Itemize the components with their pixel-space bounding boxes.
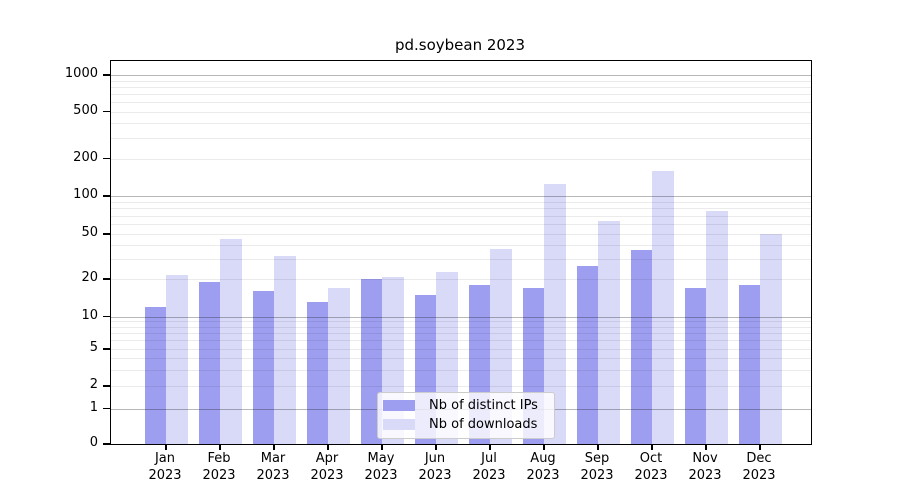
x-tick-label: Oct 2023 — [634, 451, 668, 483]
legend-swatch-downloads — [383, 419, 415, 430]
x-tick-label: Jul 2023 — [472, 451, 506, 483]
x-tick-mark — [219, 444, 221, 450]
x-tick-label: Feb 2023 — [202, 451, 236, 483]
y-tick-mark — [103, 315, 110, 317]
y-tick-label: 10 — [81, 307, 98, 323]
bar-downloads-sep — [598, 221, 620, 444]
bar-distinct-ips-oct — [630, 250, 652, 444]
bar-distinct-ips-nov — [684, 288, 706, 444]
chart-title: pd.soybean 2023 — [394, 36, 526, 54]
x-tick-label: Sep 2023 — [580, 451, 614, 483]
x-tick-label: Aug 2023 — [526, 451, 560, 483]
gridline — [111, 208, 811, 210]
x-tick-mark — [435, 444, 437, 450]
bar-distinct-ips-may — [360, 279, 382, 444]
gridline — [111, 196, 811, 198]
gridline — [111, 111, 811, 113]
y-tick-label: 50 — [81, 225, 98, 240]
legend-swatch-distinct-ips — [383, 400, 415, 411]
y-tick-label: 200 — [73, 149, 98, 165]
bar-distinct-ips-mar — [252, 291, 274, 444]
y-tick-label: 20 — [81, 270, 98, 286]
y-tick-mark — [103, 233, 110, 235]
y-tick-label: 100 — [73, 187, 98, 203]
y-tick-mark — [103, 195, 110, 197]
y-tick-label: 5 — [89, 340, 98, 355]
bar-downloads-apr — [328, 288, 350, 444]
gridline — [111, 101, 811, 103]
bar-distinct-ips-apr — [306, 302, 328, 444]
y-tick-label: 2 — [89, 377, 98, 392]
legend-label-downloads: Nb of downloads — [429, 417, 538, 432]
x-tick-label: Jan 2023 — [148, 451, 182, 483]
y-tick-mark — [103, 348, 110, 350]
gridline — [111, 122, 811, 124]
bar-downloads-oct — [652, 170, 674, 444]
y-tick-mark — [103, 278, 110, 280]
legend-label-distinct-ips: Nb of distinct IPs — [429, 398, 538, 413]
y-tick-label: 500 — [73, 102, 98, 118]
x-tick-mark — [705, 444, 707, 450]
bar-downloads-aug — [544, 184, 566, 444]
y-tick-mark — [103, 443, 110, 445]
gridline — [111, 86, 811, 88]
legend-item-distinct-ips: Nb of distinct IPs — [383, 398, 546, 413]
x-tick-label: Nov 2023 — [688, 451, 722, 483]
gridline — [111, 75, 811, 76]
x-tick-mark — [651, 444, 653, 450]
bar-distinct-ips-dec — [738, 284, 760, 444]
gridline — [111, 202, 811, 204]
x-tick-mark — [597, 444, 599, 450]
x-tick-mark — [489, 444, 491, 450]
y-tick-label: 0 — [89, 435, 98, 450]
x-tick-mark — [327, 444, 329, 450]
x-tick-label: Apr 2023 — [310, 451, 344, 483]
gridline — [111, 93, 811, 95]
x-tick-mark — [381, 444, 383, 450]
y-tick-mark — [103, 74, 110, 76]
x-tick-label: May 2023 — [364, 451, 398, 483]
bar-downloads-dec — [760, 234, 782, 444]
y-tick-mark — [103, 407, 110, 409]
bar-distinct-ips-sep — [576, 266, 598, 444]
x-tick-label: Mar 2023 — [256, 451, 290, 483]
x-tick-label: Dec 2023 — [742, 451, 776, 483]
legend-item-downloads: Nb of downloads — [383, 417, 546, 432]
bar-downloads-mar — [274, 256, 296, 444]
x-tick-mark — [273, 444, 275, 450]
legend: Nb of distinct IPs Nb of downloads — [377, 392, 555, 439]
y-tick-label: 1 — [89, 399, 98, 415]
plot-area: Nb of distinct IPs Nb of downloads — [110, 60, 812, 445]
bar-downloads-feb — [220, 239, 242, 444]
x-tick-mark — [759, 444, 761, 450]
gridline — [111, 80, 811, 82]
bar-downloads-jan — [166, 274, 188, 444]
bar-distinct-ips-feb — [198, 282, 220, 444]
gridline — [111, 137, 811, 139]
y-tick-mark — [103, 157, 110, 160]
y-tick-label: 1000 — [64, 66, 98, 81]
y-tick-mark — [103, 385, 110, 387]
x-tick-mark — [543, 444, 545, 450]
y-tick-mark — [103, 110, 110, 112]
bar-downloads-nov — [706, 210, 728, 444]
x-tick-label: Jun 2023 — [418, 451, 452, 483]
bar-distinct-ips-jan — [144, 306, 166, 444]
gridline — [111, 158, 811, 160]
x-tick-mark — [165, 444, 167, 450]
